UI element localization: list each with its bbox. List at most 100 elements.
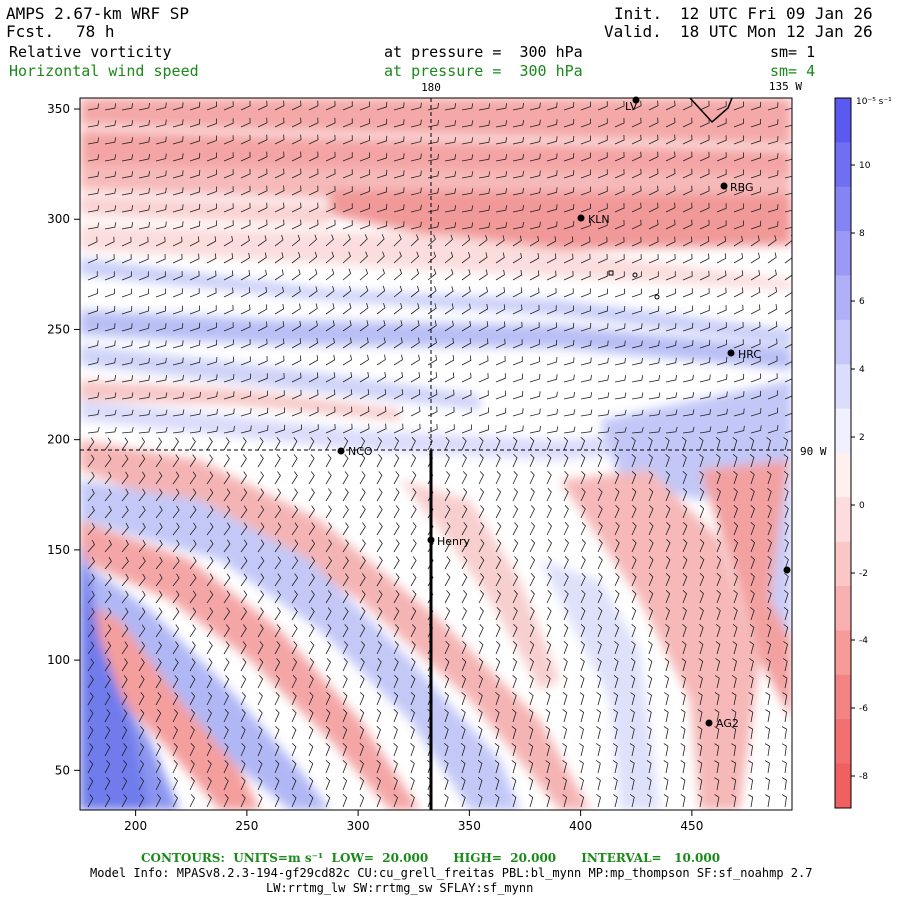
wind-barb [512,373,523,383]
wind-barb [733,270,744,281]
wind-barb [648,168,659,179]
wind-barb [223,356,234,366]
wind-barb [189,169,201,179]
wind-barb [614,185,625,196]
wind-barb [87,777,94,791]
wind-barb [104,154,117,162]
colorbar-frame [834,97,852,809]
wind-barb [240,556,248,570]
wind-barb [257,151,268,162]
wind-barb [699,270,710,281]
wind-barb [274,726,280,740]
wind-barb [376,471,383,485]
wind-barb [376,776,381,791]
wind-barb [529,641,535,655]
y-tick-label: 150 [47,543,70,557]
wind-barb [376,220,388,230]
wind-barb [784,487,789,502]
wind-barb [87,607,95,621]
wind-barb [648,357,660,366]
wind-barb [444,424,455,434]
wind-barb [765,709,771,723]
wind-barb [512,287,523,298]
wind-barb [699,453,704,468]
wind-barb [478,234,488,247]
wind-barb [665,271,676,281]
wind-barb [393,709,399,723]
wind-barb [342,471,349,485]
wind-barb [731,726,737,740]
wind-barb [308,556,316,570]
wind-barb [410,285,420,298]
wind-barb [733,152,744,162]
wind-barb [495,154,508,162]
wind-barb [749,453,755,468]
wind-barb [529,539,536,553]
wind-barb [308,624,315,638]
wind-barb [291,760,297,774]
wind-barb [325,100,336,111]
wind-barb [308,234,317,247]
wind-barb [342,658,348,672]
wind-barb [494,760,500,774]
wind-barb [614,117,625,128]
wind-barb [478,338,489,349]
wind-barb [563,590,569,604]
wind-barb [274,252,284,264]
wind-barb [223,709,229,723]
wind-barb [104,171,117,179]
wind-barb [646,777,652,791]
wind-barb [512,136,524,145]
wind-barb [597,375,609,383]
wind-barb [511,708,517,723]
wind-barb [579,794,585,808]
contours-info: CONTOURS: UNITS=m s⁻¹ LOW= 20.000 HIGH= … [141,851,721,865]
wind-barb [478,488,485,502]
wind-barb [580,641,585,655]
wind-barb [359,354,369,366]
wind-barb [648,236,659,247]
wind-barb [563,573,569,587]
wind-barb [189,556,197,570]
colorbar-segment [835,231,851,276]
wind-barb [189,101,201,111]
wind-barb [104,323,116,332]
wind-barb [189,454,197,468]
wind-barb [495,505,502,519]
wind-barb [597,236,608,247]
wind-barb [597,556,603,570]
wind-barb [529,356,540,366]
wind-barb [545,777,551,791]
wind-barb [511,725,517,740]
wind-barb [342,794,348,808]
wind-barb [274,607,281,621]
wind-barb [393,776,398,791]
wind-barb [529,304,540,315]
wind-barb [494,793,500,808]
wind-barb [359,234,368,247]
wind-barb [546,136,558,145]
wind-barb [223,726,229,740]
wind-barb [342,320,352,332]
wind-barb [663,726,669,740]
wind-barb [172,743,178,757]
wind-barb [477,742,483,757]
wind-barb [138,340,150,349]
wind-barb [104,794,111,808]
wind-barb [87,539,95,553]
wind-barb [206,794,212,808]
wind-barb [376,624,383,638]
wind-barb [545,691,551,706]
wind-barb [749,437,755,451]
colorbar-label: -4 [859,636,868,646]
wind-barb [716,606,721,621]
wind-barb [750,169,762,179]
wind-barb [206,253,217,264]
wind-barb [767,153,779,162]
wind-barb [121,471,129,485]
wind-barb [663,743,669,757]
wind-barb [223,101,234,111]
wind-barb [478,407,489,417]
wind-barb [749,641,755,655]
wind-barb [359,777,365,791]
